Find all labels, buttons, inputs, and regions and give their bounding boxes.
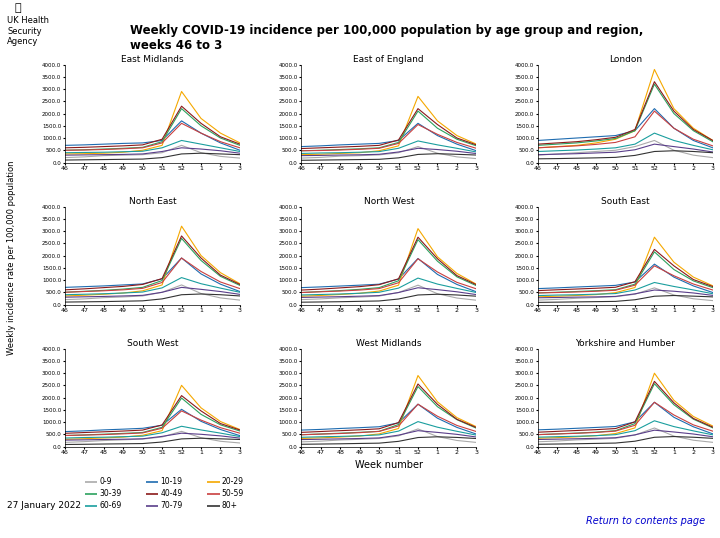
Text: Weekly incidence rate per 100,000 population: Weekly incidence rate per 100,000 popula… xyxy=(7,161,17,356)
Title: North West: North West xyxy=(364,197,414,206)
Text: 🏛: 🏛 xyxy=(14,3,21,13)
Text: 10-19: 10-19 xyxy=(161,477,183,486)
Text: 60-69: 60-69 xyxy=(99,501,122,510)
Title: South East: South East xyxy=(601,197,649,206)
Text: 20-29: 20-29 xyxy=(222,477,244,486)
Text: Week number: Week number xyxy=(355,460,423,470)
Title: South West: South West xyxy=(127,339,178,348)
Text: 70-79: 70-79 xyxy=(161,501,183,510)
Text: 30-39: 30-39 xyxy=(99,490,122,498)
Text: Weekly COVID-19 incidence per 100,000 population by age group and region,
weeks : Weekly COVID-19 incidence per 100,000 po… xyxy=(130,24,643,52)
Title: North East: North East xyxy=(129,197,176,206)
Title: East of England: East of England xyxy=(354,55,424,64)
Text: UK Health
Security
Agency: UK Health Security Agency xyxy=(7,16,49,46)
Text: 50-59: 50-59 xyxy=(222,490,244,498)
Title: London: London xyxy=(608,55,642,64)
Text: 0-9: 0-9 xyxy=(99,477,112,486)
Text: 27 January 2022: 27 January 2022 xyxy=(7,501,81,510)
Title: East Midlands: East Midlands xyxy=(121,55,184,64)
Title: West Midlands: West Midlands xyxy=(356,339,421,348)
Text: Return to contents page: Return to contents page xyxy=(587,516,706,526)
Text: 40-49: 40-49 xyxy=(161,490,183,498)
Text: 80+: 80+ xyxy=(222,501,238,510)
Title: Yorkshire and Humber: Yorkshire and Humber xyxy=(575,339,675,348)
